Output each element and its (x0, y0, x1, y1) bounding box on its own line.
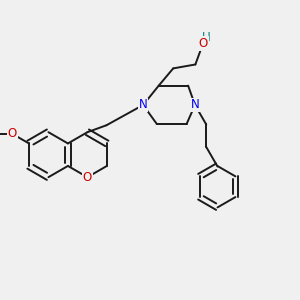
Text: H: H (202, 31, 211, 44)
Text: O: O (83, 171, 92, 184)
Text: N: N (139, 98, 148, 112)
Text: N: N (190, 98, 200, 112)
Text: O: O (198, 37, 208, 50)
Text: O: O (8, 128, 17, 140)
